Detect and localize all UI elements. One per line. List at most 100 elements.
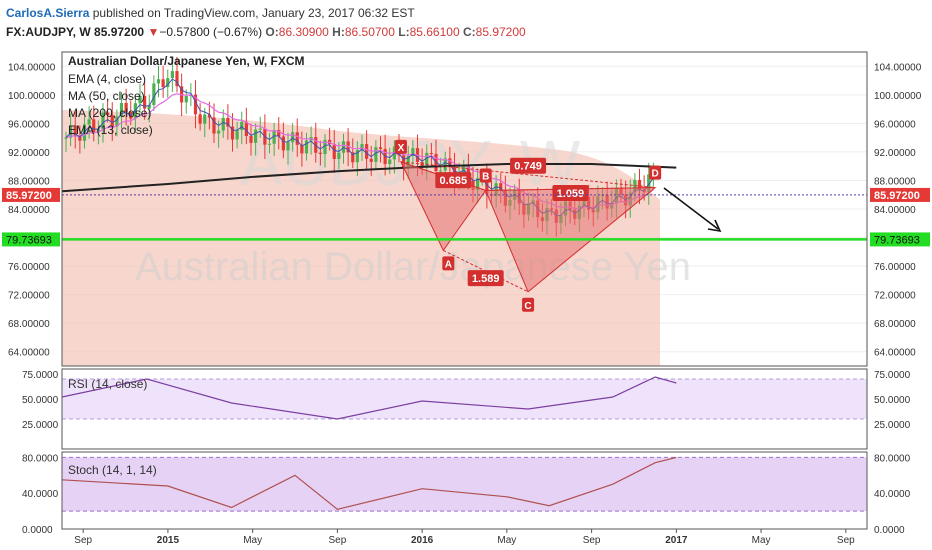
high-label: H: <box>332 25 345 39</box>
left-tick-label: 96.00000 <box>8 119 50 130</box>
pattern-point-a-badge <box>442 256 455 271</box>
symbol-label[interactable]: FX:AUDJPY, W <box>6 25 91 39</box>
candle-body <box>193 94 198 115</box>
candle-body <box>175 71 179 87</box>
candle-body <box>351 152 355 163</box>
support-tag-left: 79.73693 <box>2 232 60 247</box>
candle-body <box>254 129 258 143</box>
pattern-point-x-badge <box>394 139 407 154</box>
pattern-ratio-badge <box>467 270 504 287</box>
candle-body <box>184 96 188 103</box>
candle-body <box>443 158 447 171</box>
candle-body <box>499 183 503 190</box>
legend-ema13[interactable]: EMA (13, close) <box>68 123 153 137</box>
candle-body <box>207 114 211 118</box>
right-tick-label: 76.00000 <box>874 262 916 273</box>
candle-body <box>378 147 383 149</box>
legend-ma200[interactable]: MA (200, close) <box>68 106 152 120</box>
stoch-left-tick: 80.0000 <box>22 453 59 464</box>
pattern-point-b-badge <box>479 168 492 183</box>
publish-line: CarlosA.Sierra published on TradingView.… <box>6 6 415 20</box>
candle-body <box>314 137 318 153</box>
candle-body <box>300 144 304 154</box>
right-tick-label: 84.00000 <box>874 205 916 216</box>
candle-body <box>365 144 369 159</box>
rsi-line <box>61 376 677 420</box>
candle-body <box>147 104 151 109</box>
candle-body <box>124 102 128 112</box>
candle-body <box>73 125 77 137</box>
left-tick-label: 76.00000 <box>8 262 50 273</box>
right-price-axis[interactable]: 104.00000 100.00000 96.00000 92.00000 88.000… <box>874 62 922 536</box>
time-tick-label: May <box>243 535 262 546</box>
rsi-left-tick: 75.0000 <box>22 370 59 381</box>
candle-body <box>180 86 184 103</box>
ohlc-line: FX:AUDJPY, W 85.97200 ▼−0.57800 (−0.67%)… <box>6 25 526 39</box>
pattern-ratio-label: 1.589 <box>472 273 500 285</box>
candle-body <box>406 156 410 167</box>
high-value: 86.50700 <box>344 25 395 39</box>
candle-body <box>64 137 68 139</box>
candle-body <box>203 114 207 124</box>
right-tick-label: 68.00000 <box>874 319 916 330</box>
candle-body <box>476 178 480 191</box>
pattern-point-x-label: X <box>398 143 405 154</box>
candle-body <box>323 139 327 154</box>
candle-body <box>221 117 225 131</box>
candle-body <box>143 95 147 109</box>
arrow-head-icon <box>707 219 722 233</box>
candle-body <box>156 79 161 84</box>
time-tick-label: May <box>752 535 771 546</box>
time-tick-label: 2015 <box>157 535 180 546</box>
legend-ema4[interactable]: EMA (4, close) <box>68 72 147 86</box>
price-chart[interactable]: AUDJPY, W Australian Dollar/Japanese Yen… <box>0 50 932 550</box>
rsi-label[interactable]: RSI (14, close) <box>68 377 148 391</box>
left-tick-label: 72.00000 <box>8 291 50 302</box>
candle-body <box>161 79 165 88</box>
pattern-xd-line <box>400 161 656 189</box>
left-tick-label: 92.00000 <box>8 148 50 159</box>
right-tick-label: 88.00000 <box>874 176 916 187</box>
candle-body <box>115 116 119 127</box>
right-tick-label: 72.00000 <box>874 291 916 302</box>
candle-body <box>494 183 498 196</box>
left-tick-label: 84.00000 <box>8 205 50 216</box>
time-axis[interactable]: Sep 2015 May Sep 2016 May Sep 2017 May Sep <box>74 529 855 546</box>
pattern-point-c-label: C <box>524 301 531 312</box>
candle-body <box>119 102 124 117</box>
candle-body <box>170 71 174 79</box>
candle-body <box>374 147 378 162</box>
svg-text:85.97200: 85.97200 <box>6 190 52 202</box>
candle-body <box>337 152 341 160</box>
candle-body <box>69 125 73 138</box>
stoch-right-tick: 80.0000 <box>874 453 911 464</box>
stoch-right-tick: 0.0000 <box>874 525 905 536</box>
rsi-left-tick: 50.0000 <box>22 395 59 406</box>
candle-body <box>291 132 295 143</box>
left-tick-label: 68.00000 <box>8 319 50 330</box>
candle-body <box>230 126 235 140</box>
last-price-tag-right: 85.97200 <box>870 187 930 202</box>
stoch-label[interactable]: Stoch (14, 1, 14) <box>68 463 157 477</box>
right-tick-label: 64.00000 <box>874 348 916 359</box>
main-pane-border <box>61 51 868 367</box>
author-link[interactable]: CarlosA.Sierra <box>6 6 90 20</box>
stoch-right-tick: 40.0000 <box>874 489 911 500</box>
candle-body <box>152 83 156 105</box>
candle-body <box>198 114 202 124</box>
chart-header: CarlosA.Sierra published on TradingView.… <box>0 0 932 50</box>
candle-body <box>388 159 392 165</box>
legend-ma50[interactable]: MA (50, close) <box>68 89 145 103</box>
candle-body <box>235 129 239 140</box>
rsi-right-tick: 75.0000 <box>874 370 911 381</box>
pattern-point-a-label: A <box>445 259 452 270</box>
candle-body <box>138 95 142 104</box>
candle-body <box>240 121 244 130</box>
low-value: 85.66100 <box>409 25 460 39</box>
left-tick-label: 100.00000 <box>8 91 56 102</box>
ma200-line <box>61 163 677 193</box>
left-price-axis[interactable]: 104.00000 100.00000 96.00000 92.00000 88.000… <box>8 62 59 536</box>
candle-body <box>110 115 114 127</box>
candle-body <box>295 132 299 145</box>
candle-body <box>281 136 285 151</box>
